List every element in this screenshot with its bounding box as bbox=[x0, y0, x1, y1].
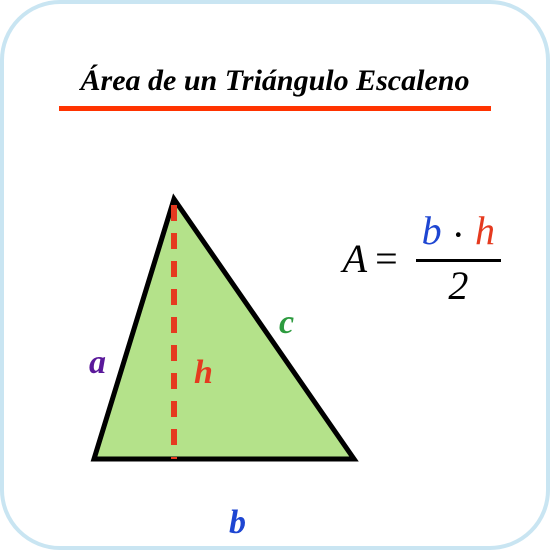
triangle-shape bbox=[94, 199, 354, 459]
height-label-h: h bbox=[194, 354, 213, 392]
side-label-a: a bbox=[89, 344, 106, 382]
side-label-b: b bbox=[229, 504, 246, 542]
area-formula: A = b · h 2 bbox=[343, 209, 501, 308]
formula-b: b bbox=[422, 208, 442, 253]
fraction-denominator: 2 bbox=[448, 262, 468, 308]
formula-equals: = bbox=[375, 235, 398, 282]
formula-h: h bbox=[475, 208, 495, 253]
triangle-diagram: a b c h bbox=[34, 179, 384, 499]
page-title: Área de un Triángulo Escaleno bbox=[4, 64, 546, 98]
fraction-numerator: b · h bbox=[416, 209, 501, 259]
triangle-svg bbox=[34, 179, 384, 499]
formula-fraction: b · h 2 bbox=[416, 209, 501, 308]
side-label-c: c bbox=[279, 304, 294, 342]
title-underline bbox=[59, 106, 491, 111]
info-card: Área de un Triángulo Escaleno a b c h A … bbox=[0, 0, 550, 550]
dot-operator: · bbox=[452, 212, 475, 257]
formula-A: A bbox=[343, 235, 367, 282]
